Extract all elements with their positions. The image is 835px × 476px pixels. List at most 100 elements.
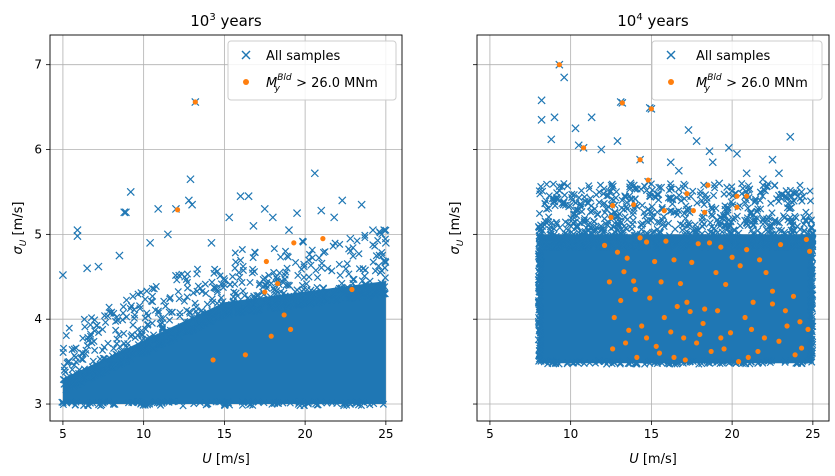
sample-marker bbox=[166, 295, 174, 303]
sample-marker bbox=[807, 351, 816, 359]
sample-marker bbox=[767, 199, 775, 207]
sample-marker bbox=[644, 357, 652, 366]
sample-marker bbox=[61, 368, 70, 376]
sample-marker bbox=[552, 195, 560, 203]
sample-marker bbox=[100, 343, 108, 351]
sample-marker bbox=[781, 234, 789, 242]
sample-marker bbox=[570, 191, 578, 199]
exceedance-point bbox=[718, 335, 724, 341]
exceedance-point bbox=[769, 288, 776, 294]
sample-marker bbox=[160, 297, 168, 305]
sample-marker bbox=[72, 353, 80, 362]
sample-point bbox=[550, 113, 559, 122]
sample-marker bbox=[701, 191, 710, 199]
sample-marker bbox=[101, 355, 109, 363]
sample-point bbox=[708, 158, 717, 167]
sample-marker bbox=[553, 220, 561, 228]
sample-marker bbox=[126, 304, 134, 313]
sample-marker bbox=[166, 328, 175, 336]
sample-marker bbox=[809, 338, 817, 346]
sample-point bbox=[605, 187, 614, 196]
sample-marker bbox=[771, 181, 779, 189]
sample-marker bbox=[649, 214, 657, 222]
sample-point bbox=[310, 169, 319, 178]
sample-marker bbox=[600, 226, 609, 234]
sample-marker bbox=[361, 231, 369, 239]
sample-marker bbox=[727, 228, 736, 236]
sample-marker bbox=[323, 399, 331, 407]
exceedance-point bbox=[639, 323, 645, 329]
sample-marker bbox=[670, 208, 678, 216]
exceedance-point bbox=[242, 352, 248, 358]
sample-point bbox=[225, 213, 234, 222]
sample-point bbox=[284, 226, 293, 235]
sample-marker bbox=[281, 247, 290, 255]
sample-marker bbox=[183, 284, 192, 292]
sample-marker bbox=[176, 328, 184, 336]
sample-marker bbox=[300, 273, 308, 282]
sample-marker bbox=[595, 357, 603, 365]
sample-marker bbox=[232, 289, 240, 297]
sample-marker bbox=[796, 181, 804, 189]
sample-marker bbox=[552, 218, 561, 226]
exceedance-point bbox=[618, 297, 624, 304]
sample-marker bbox=[371, 267, 380, 275]
sample-marker bbox=[535, 232, 543, 240]
sample-marker bbox=[219, 283, 227, 292]
sample-marker bbox=[667, 183, 675, 191]
sample-marker bbox=[658, 359, 666, 367]
sample-marker bbox=[650, 359, 659, 367]
exceedance-point bbox=[777, 241, 784, 248]
legend: All samples MBld y > 26.0 MNm bbox=[651, 40, 823, 101]
sample-marker bbox=[235, 268, 243, 277]
sample-marker bbox=[173, 276, 181, 284]
sample-marker bbox=[307, 261, 315, 269]
sample-marker bbox=[254, 306, 262, 314]
sample-marker bbox=[68, 365, 76, 374]
exceedance-point bbox=[744, 193, 750, 199]
y-tick-label: 3 bbox=[34, 397, 42, 411]
sample-marker bbox=[239, 287, 247, 295]
sample-marker bbox=[335, 260, 343, 268]
legend-label-all-samples: All samples bbox=[696, 49, 771, 64]
sample-marker bbox=[113, 335, 121, 343]
sample-point bbox=[742, 169, 751, 178]
sample-marker bbox=[808, 312, 817, 321]
exceedance-point bbox=[718, 244, 724, 250]
sample-marker bbox=[315, 254, 323, 262]
tick-marks: 5 10 15 20 25 3 4 5 6 7 bbox=[34, 58, 393, 441]
sample-marker bbox=[535, 284, 543, 292]
sample-marker bbox=[308, 291, 317, 299]
sample-marker bbox=[380, 257, 388, 265]
sample-marker bbox=[610, 240, 618, 248]
sample-marker bbox=[695, 360, 703, 368]
sample-marker bbox=[809, 340, 817, 349]
sample-marker bbox=[573, 211, 581, 220]
sample-marker bbox=[102, 367, 110, 375]
sample-marker bbox=[184, 321, 192, 329]
sample-marker bbox=[621, 213, 629, 221]
sample-point bbox=[268, 213, 277, 222]
sample-marker bbox=[279, 301, 287, 309]
exceedance-point bbox=[723, 281, 729, 288]
sample-marker bbox=[117, 349, 126, 358]
sample-marker bbox=[265, 271, 273, 280]
sample-marker bbox=[193, 265, 202, 273]
sample-marker bbox=[232, 258, 240, 266]
sample-marker bbox=[180, 297, 189, 305]
dense-sample-cloud bbox=[534, 179, 817, 368]
sample-marker bbox=[535, 209, 544, 218]
sample-marker bbox=[324, 264, 332, 273]
sample-marker bbox=[733, 212, 741, 220]
sample-marker bbox=[293, 301, 301, 309]
sample-marker bbox=[65, 324, 73, 332]
sample-marker bbox=[784, 200, 792, 208]
exceedance-point bbox=[790, 293, 797, 299]
sample-marker bbox=[536, 226, 544, 234]
exceedance-point bbox=[798, 345, 805, 351]
exceedance-point bbox=[714, 308, 721, 314]
sample-marker bbox=[806, 311, 815, 320]
sample-marker bbox=[122, 296, 131, 304]
exceedance-point bbox=[674, 303, 680, 310]
sample-marker bbox=[192, 307, 200, 315]
